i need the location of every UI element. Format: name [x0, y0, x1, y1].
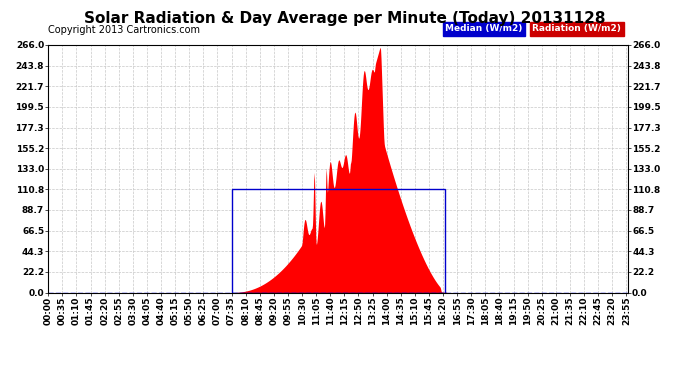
Text: Copyright 2013 Cartronics.com: Copyright 2013 Cartronics.com [48, 25, 200, 35]
Text: Median (W/m2): Median (W/m2) [445, 24, 523, 33]
Text: Radiation (W/m2): Radiation (W/m2) [532, 24, 621, 33]
Bar [232, 189, 445, 292]
Text: Solar Radiation & Day Average per Minute (Today) 20131128: Solar Radiation & Day Average per Minute… [84, 11, 606, 26]
